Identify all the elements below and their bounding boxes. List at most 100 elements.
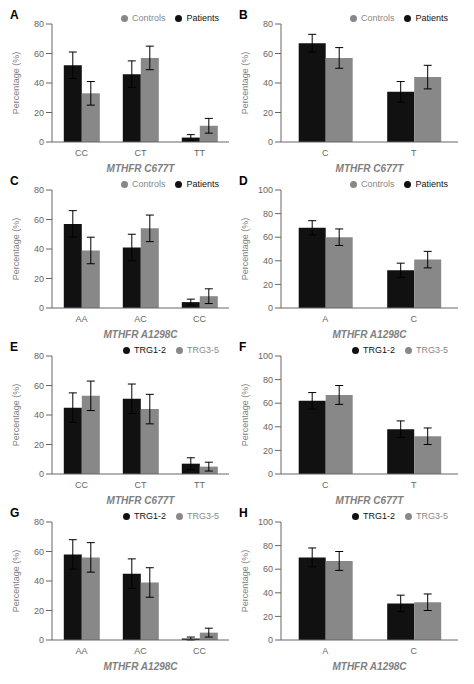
svg-text:Percentage (%): Percentage (%) (11, 218, 21, 281)
svg-text:80: 80 (263, 375, 273, 385)
svg-text:20: 20 (263, 108, 273, 118)
svg-text:100: 100 (258, 517, 273, 527)
svg-text:AA: AA (75, 646, 87, 656)
html-text:B: B (239, 8, 248, 22)
svg-text:80: 80 (263, 209, 273, 219)
svg-text:80: 80 (34, 185, 44, 195)
svg-text:AA: AA (75, 314, 87, 324)
html-text:Patients: Patients (415, 13, 448, 23)
svg-text:Percentage (%): Percentage (%) (240, 550, 250, 613)
svg-text:80: 80 (34, 351, 44, 361)
svg-text:80: 80 (34, 19, 44, 29)
svg-text:T: T (411, 148, 417, 158)
svg-text:80: 80 (263, 19, 273, 29)
svg-text:AC: AC (134, 314, 147, 324)
svg-text:Percentage (%): Percentage (%) (11, 550, 21, 613)
svg-text:80: 80 (34, 517, 44, 527)
svg-text:C: C (322, 148, 329, 158)
svg-text:TT: TT (194, 480, 205, 490)
svg-text:Percentage (%): Percentage (%) (240, 384, 250, 447)
svg-text:CC: CC (193, 314, 206, 324)
html-text:Patients: Patients (415, 179, 448, 189)
html-text:TRG1-2: TRG1-2 (363, 511, 395, 521)
svg-text:40: 40 (263, 422, 273, 432)
svg-text:T: T (411, 480, 417, 490)
svg-text:20: 20 (34, 108, 44, 118)
svg-text:20: 20 (34, 606, 44, 616)
svg-text:60: 60 (263, 398, 273, 408)
svg-text:C: C (411, 646, 418, 656)
svg-text:60: 60 (34, 547, 44, 557)
html-text:TRG3-5: TRG3-5 (187, 511, 219, 521)
svg-text:0: 0 (39, 303, 44, 313)
svg-text:60: 60 (34, 49, 44, 59)
svg-text:Percentage (%): Percentage (%) (240, 218, 250, 281)
svg-text:40: 40 (263, 588, 273, 598)
svg-text:100: 100 (258, 185, 273, 195)
svg-text:MTHFR C677T: MTHFR C677T (336, 495, 405, 506)
svg-text:CT: CT (135, 148, 147, 158)
html-text:TRG3-5: TRG3-5 (187, 345, 219, 355)
svg-text:60: 60 (263, 232, 273, 242)
svg-text:40: 40 (263, 256, 273, 266)
svg-text:20: 20 (263, 612, 273, 622)
svg-text:0: 0 (268, 303, 273, 313)
svg-text:20: 20 (34, 274, 44, 284)
svg-text:CC: CC (75, 480, 88, 490)
svg-text:MTHFR A1298C: MTHFR A1298C (103, 329, 178, 340)
svg-text:20: 20 (34, 440, 44, 450)
html-text:C: C (10, 174, 19, 188)
svg-text:40: 40 (34, 244, 44, 254)
html-text:TRG3-5: TRG3-5 (416, 345, 448, 355)
svg-text:CC: CC (193, 646, 206, 656)
svg-text:0: 0 (39, 635, 44, 645)
html-text:D: D (239, 174, 248, 188)
svg-text:Percentage (%): Percentage (%) (11, 52, 21, 115)
svg-text:40: 40 (34, 410, 44, 420)
svg-text:100: 100 (258, 351, 273, 361)
svg-text:0: 0 (39, 137, 44, 147)
svg-text:C: C (411, 314, 418, 324)
html-text:TRG3-5: TRG3-5 (416, 511, 448, 521)
svg-text:C: C (322, 480, 329, 490)
svg-text:MTHFR A1298C: MTHFR A1298C (332, 329, 407, 340)
html-text:TRG1-2: TRG1-2 (134, 345, 166, 355)
svg-text:60: 60 (34, 381, 44, 391)
svg-text:0: 0 (268, 469, 273, 479)
html-text:TRG1-2: TRG1-2 (363, 345, 395, 355)
svg-text:60: 60 (263, 564, 273, 574)
svg-text:0: 0 (268, 137, 273, 147)
svg-text:MTHFR C677T: MTHFR C677T (107, 163, 176, 174)
svg-text:Percentage (%): Percentage (%) (240, 52, 250, 115)
svg-text:60: 60 (34, 215, 44, 225)
html-text:Patients: Patients (186, 13, 219, 23)
svg-text:0: 0 (268, 635, 273, 645)
svg-text:0: 0 (39, 469, 44, 479)
svg-text:AC: AC (134, 646, 147, 656)
html-text:Controls: Controls (361, 179, 395, 189)
html-text:Patients: Patients (186, 179, 219, 189)
svg-text:60: 60 (263, 49, 273, 59)
svg-text:Percentage (%): Percentage (%) (11, 384, 21, 447)
svg-text:CC: CC (75, 148, 88, 158)
html-text:A: A (10, 8, 19, 22)
svg-text:40: 40 (34, 78, 44, 88)
svg-text:MTHFR C677T: MTHFR C677T (336, 163, 405, 174)
svg-text:40: 40 (34, 576, 44, 586)
svg-text:MTHFR A1298C: MTHFR A1298C (103, 661, 178, 672)
svg-text:MTHFR C677T: MTHFR C677T (107, 495, 176, 506)
svg-text:TT: TT (194, 148, 205, 158)
svg-text:A: A (322, 646, 328, 656)
html-text:G: G (10, 506, 20, 520)
html-text:TRG1-2: TRG1-2 (134, 511, 166, 521)
svg-text:CT: CT (135, 480, 147, 490)
html-text:Controls: Controls (361, 13, 395, 23)
svg-text:40: 40 (263, 78, 273, 88)
html-text:Controls: Controls (132, 179, 166, 189)
svg-text:20: 20 (263, 446, 273, 456)
svg-text:80: 80 (263, 541, 273, 551)
svg-text:MTHFR A1298C: MTHFR A1298C (332, 661, 407, 672)
svg-text:20: 20 (263, 280, 273, 290)
svg-text:A: A (322, 314, 328, 324)
html-text:Controls: Controls (132, 13, 166, 23)
